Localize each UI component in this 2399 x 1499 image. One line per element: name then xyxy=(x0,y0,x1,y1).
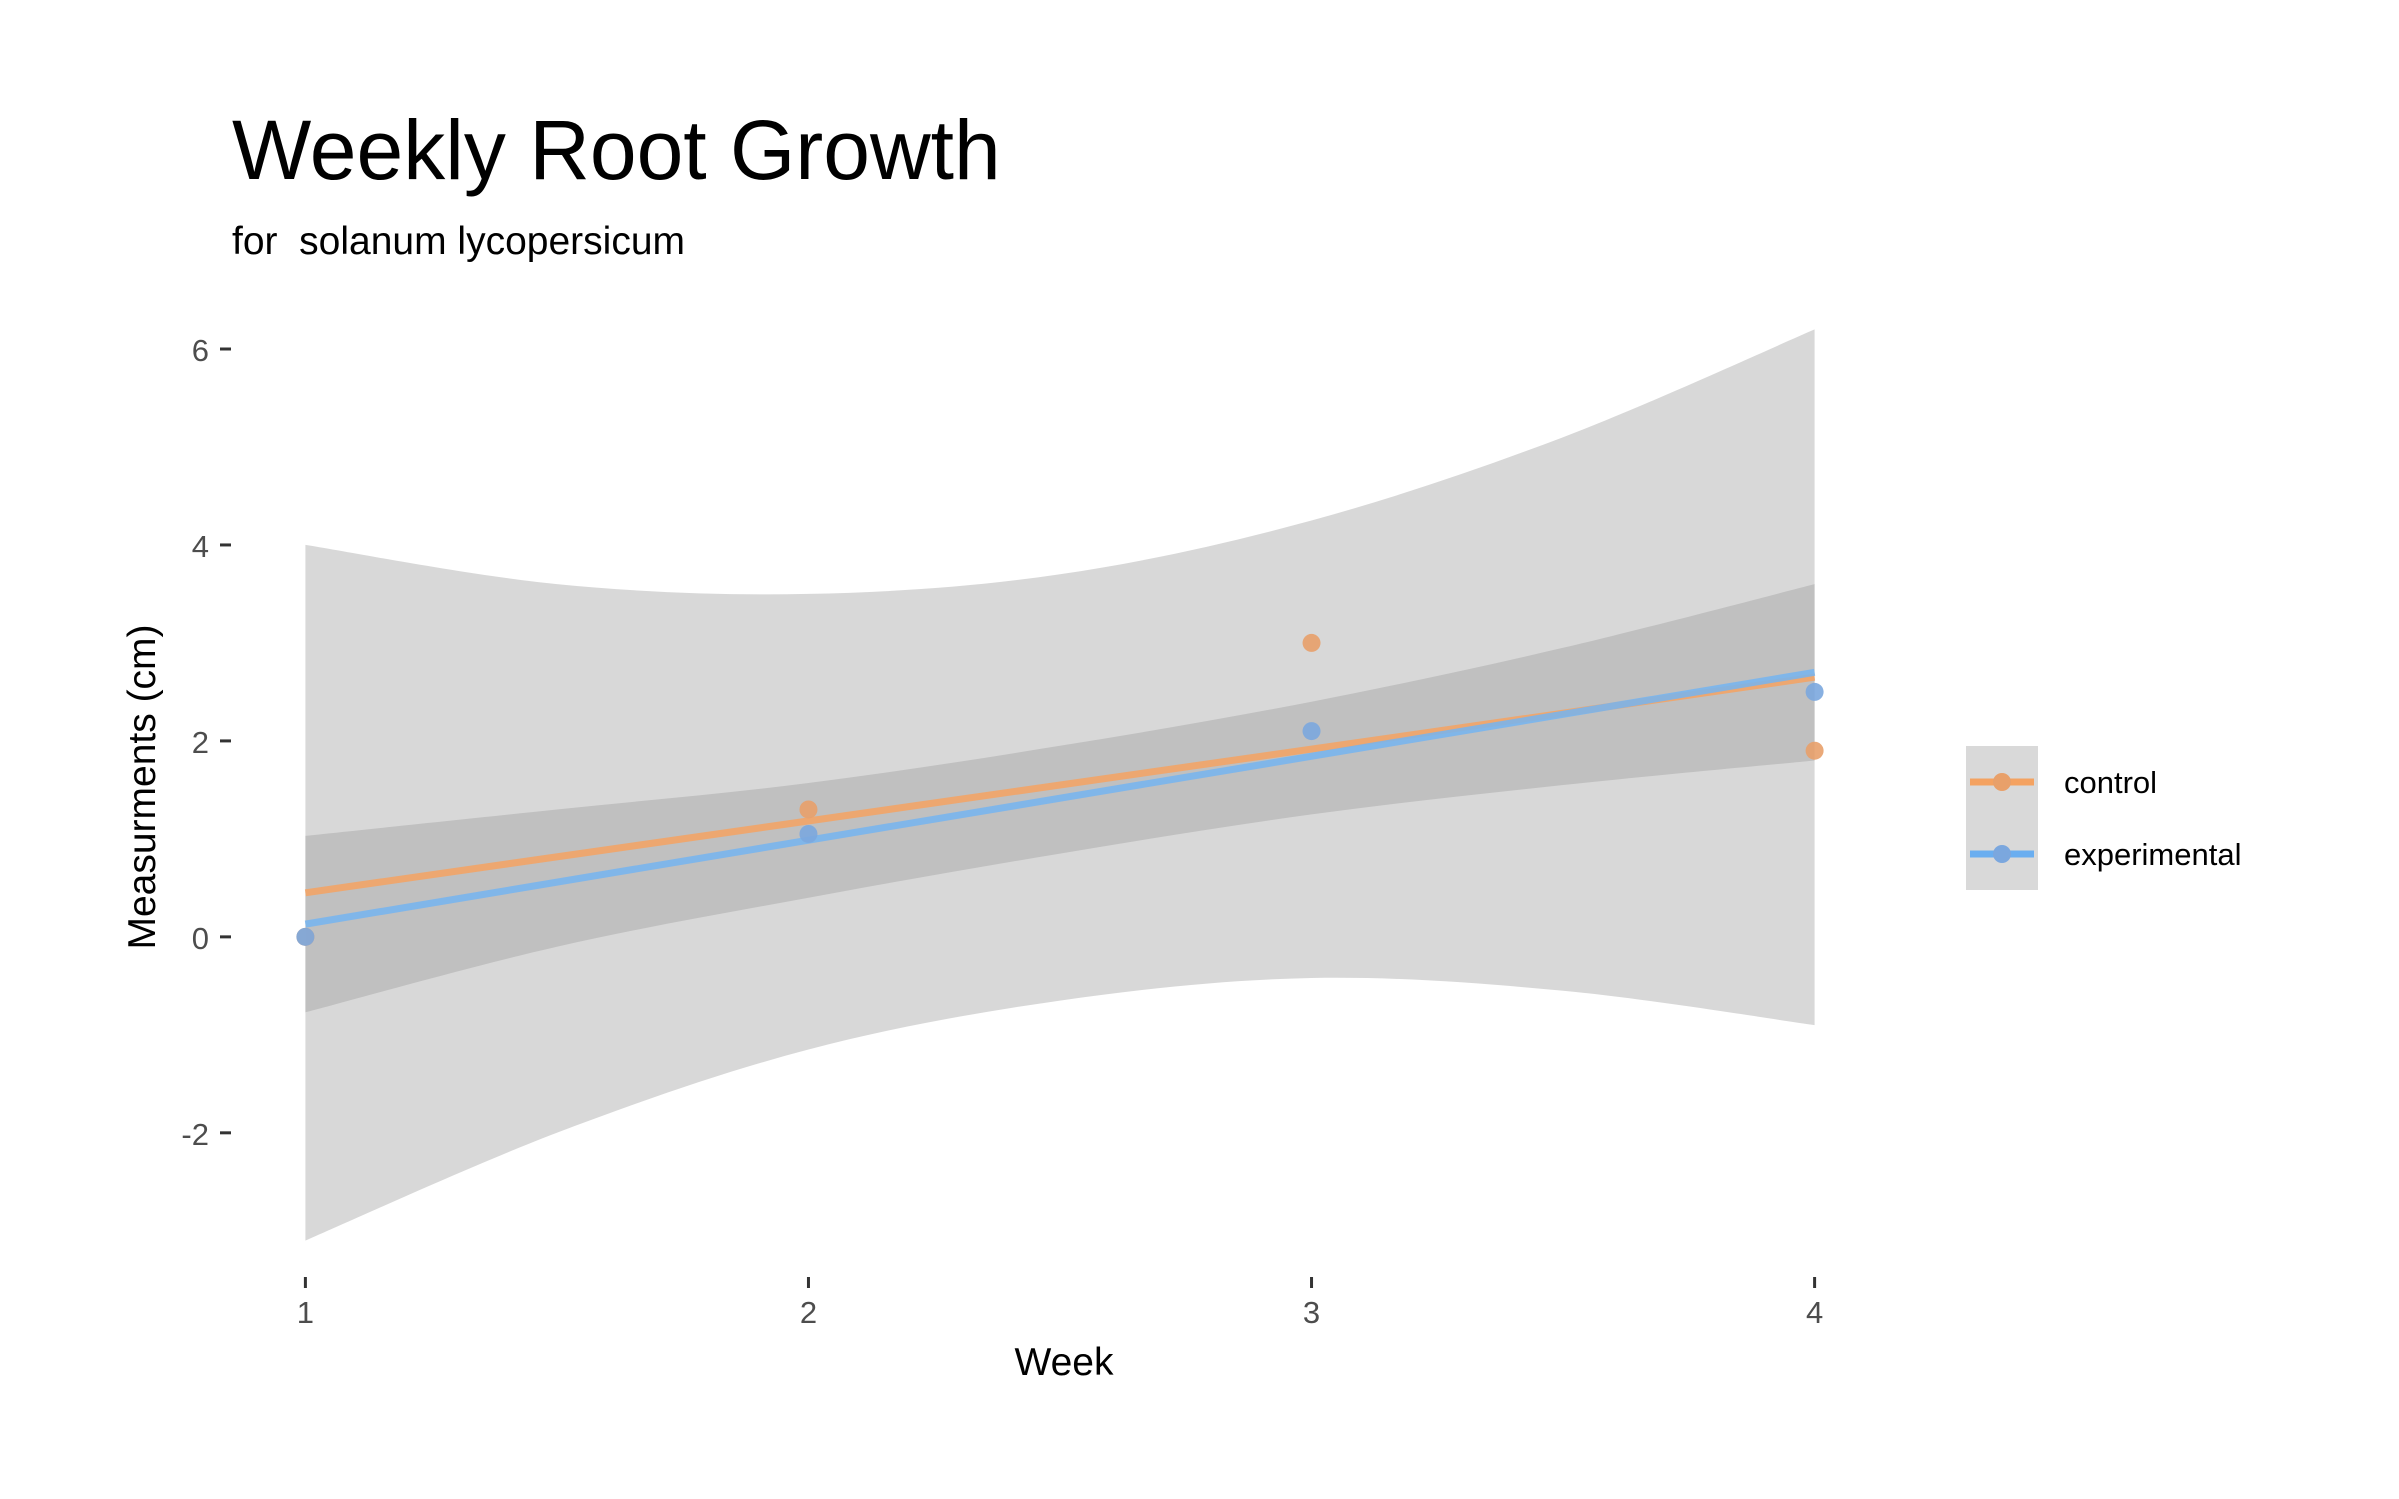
chart-title: Weekly Root Growth xyxy=(232,103,1001,197)
data-point-control-4 xyxy=(1805,741,1824,760)
y-tick-label: 4 xyxy=(192,529,209,564)
legend-key-point-experimental xyxy=(1993,845,2011,863)
data-points xyxy=(296,633,1824,946)
legend-label-control: control xyxy=(2064,765,2157,800)
x-tick-label: 1 xyxy=(297,1295,314,1330)
legend-label-experimental: experimental xyxy=(2064,837,2241,872)
data-point-control-2 xyxy=(799,800,818,819)
y-tick-label: -2 xyxy=(181,1117,209,1152)
y-tick-label: 0 xyxy=(192,921,209,956)
y-tick-label: 2 xyxy=(192,725,209,760)
data-point-experimental-4 xyxy=(1805,682,1824,701)
data-point-experimental-3 xyxy=(1302,722,1321,741)
x-axis: 1 2 3 4 xyxy=(297,1277,1823,1330)
chart-subtitle: for solanum lycopersicum xyxy=(232,220,685,263)
fit-line-experimental xyxy=(304,668,1816,928)
legend-key-background xyxy=(1966,746,2038,890)
legend-key-point-control xyxy=(1993,773,2011,791)
x-axis-label: Week xyxy=(1015,1341,1114,1384)
data-point-experimental-2 xyxy=(799,824,818,843)
y-axis-label: Measurments (cm) xyxy=(121,624,164,949)
fit-lines xyxy=(304,668,1816,928)
data-point-experimental-1 xyxy=(296,927,315,946)
y-axis: -2 0 2 4 6 xyxy=(181,333,231,1152)
x-tick-label: 4 xyxy=(1806,1295,1823,1330)
legend: control experimental xyxy=(1966,746,2241,890)
x-tick-label: 3 xyxy=(1303,1295,1320,1330)
data-point-control-3 xyxy=(1302,633,1321,652)
x-tick-label: 2 xyxy=(800,1295,817,1330)
y-tick-label: 6 xyxy=(192,333,209,368)
